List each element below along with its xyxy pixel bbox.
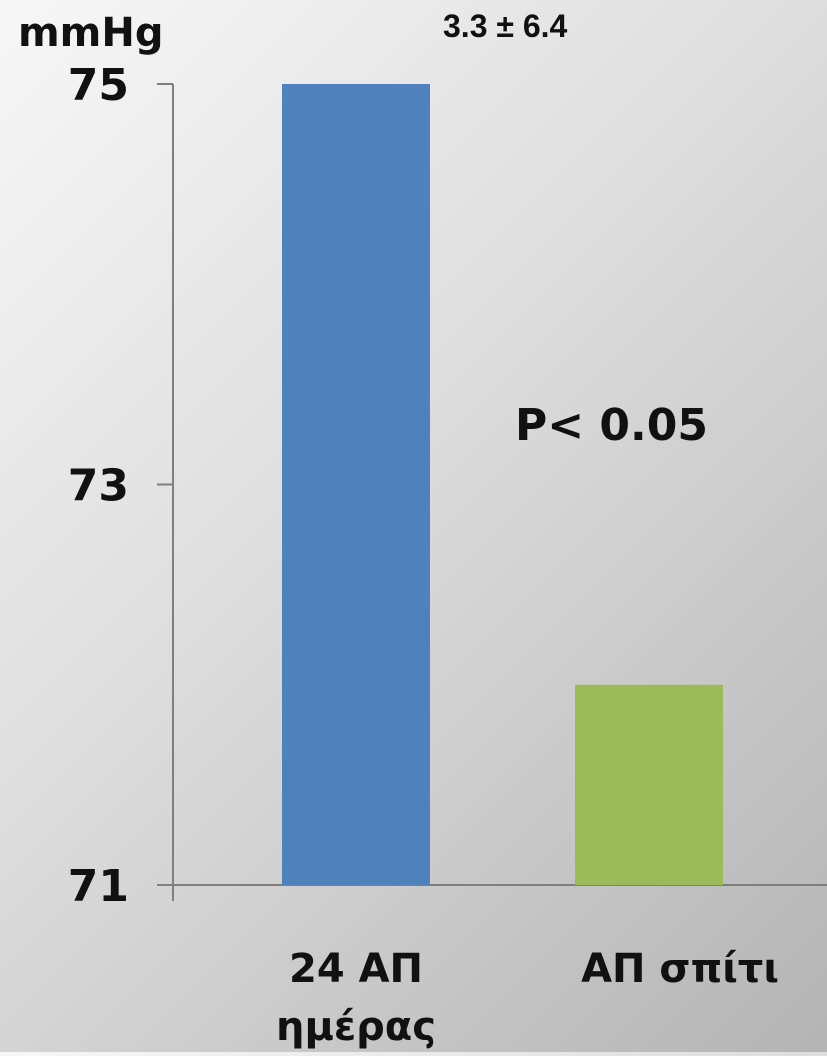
- x-tick-label-line: 24 ΑΠ: [288, 946, 424, 992]
- y-tick-label: 73: [68, 461, 129, 512]
- y-axis-unit-label: mmHg: [18, 10, 164, 56]
- x-tick-label-line: ημέρας: [276, 1004, 436, 1050]
- x-tick-label-line: ΑΠ σπίτι: [581, 946, 779, 992]
- bar: [282, 84, 430, 885]
- bar: [575, 684, 723, 885]
- y-tick-label: 75: [68, 60, 129, 111]
- x-tick-label-24h-day: 24 ΑΠ ημέρας: [246, 940, 466, 1056]
- mean-difference-annotation: 3.3 ± 6.4: [443, 8, 568, 44]
- y-tick-label: 71: [68, 861, 129, 912]
- x-tick-label-home: ΑΠ σπίτι: [570, 940, 790, 998]
- p-value-annotation: P< 0.05: [515, 400, 708, 451]
